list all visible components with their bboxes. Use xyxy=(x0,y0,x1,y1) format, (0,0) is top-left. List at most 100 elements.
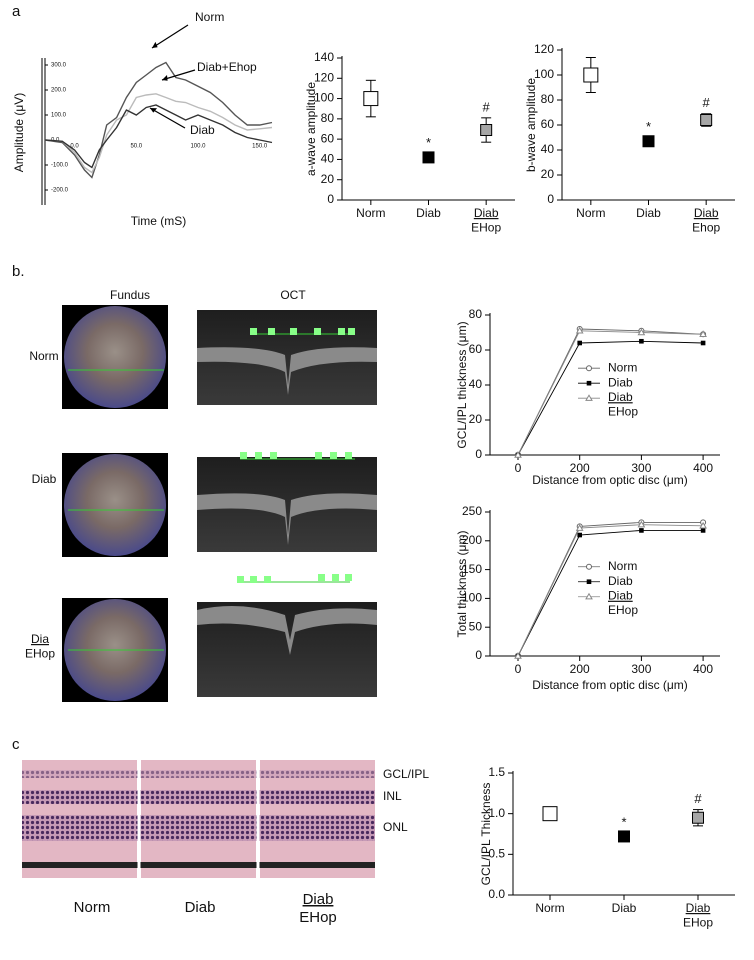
oct-band xyxy=(197,347,377,395)
legend-label: Norm xyxy=(608,360,637,374)
point xyxy=(514,450,522,458)
layer-label: GCL/IPL xyxy=(383,767,429,781)
column-header: Fundus xyxy=(110,288,150,302)
panel-labels: a b. c xyxy=(12,3,25,753)
x-tick-label: 0.0 xyxy=(70,144,79,150)
y-tick-label: 0 xyxy=(547,192,554,206)
y-tick-label: 100.0 xyxy=(51,113,67,119)
legend-marker xyxy=(585,394,593,401)
label-line: Diab xyxy=(608,390,633,404)
x-tick-label: Diab EHop xyxy=(471,206,501,234)
x-tick-label: Diab xyxy=(636,206,661,220)
y-tick-label: 80 xyxy=(469,307,483,321)
point xyxy=(700,340,706,346)
x-tick-label: 300 xyxy=(631,461,651,475)
significance: * xyxy=(646,119,651,134)
oct-band xyxy=(197,606,377,655)
legend-marker xyxy=(586,365,592,372)
x-tick-label: 200 xyxy=(570,662,590,676)
series-line xyxy=(44,61,273,179)
x-tick-label: Diab xyxy=(612,901,637,915)
image-labels: Fundus OCT Norm Diab Dia EHop xyxy=(25,288,306,660)
legend-label: Diab EHop xyxy=(608,390,638,418)
x-tick-label: 150.0 xyxy=(252,144,268,150)
histology-label: Diab xyxy=(185,899,216,916)
series-label: Diab+Ehop xyxy=(197,60,257,74)
chart: -200.0 -100.0 0.0 100.0 200.0 300.0 Amplitude … xyxy=(12,10,273,228)
legend-label: Diab xyxy=(608,574,633,588)
label-line: Diab xyxy=(686,901,711,915)
y-tick-label: -200.0 xyxy=(51,188,69,194)
chart: 0 20 40 60 80 100 120 b-wave amplitude Norm Diab *… xyxy=(524,42,735,235)
y-tick-label: 80 xyxy=(541,92,555,106)
y-tick-label: 1.5 xyxy=(488,765,505,779)
oct-markers xyxy=(237,328,355,583)
point xyxy=(577,340,582,346)
point xyxy=(542,806,558,822)
panel-label: b. xyxy=(12,263,25,280)
y-tick-label: 0 xyxy=(475,648,482,662)
label-line: Diab xyxy=(694,206,719,220)
row-label: Norm xyxy=(29,349,58,363)
x-tick-label: 300 xyxy=(631,662,651,676)
point xyxy=(699,521,707,529)
label-line: EHop xyxy=(608,603,638,617)
point xyxy=(422,151,435,164)
x-axis-label: Distance from optic disc (μm) xyxy=(532,678,688,692)
x-tick-label: Diab EHop xyxy=(683,901,713,929)
x-tick-label: 0 xyxy=(515,662,522,676)
x-axis-label: Distance from optic disc (μm) xyxy=(532,473,688,487)
row-label: Diab xyxy=(32,472,57,486)
x-tick-label: 0 xyxy=(515,461,522,475)
y-tick-label: 100 xyxy=(314,91,334,105)
row-label: Dia EHop xyxy=(25,632,55,660)
label-line: EHop xyxy=(25,647,55,661)
label-line: Ehop xyxy=(692,221,720,235)
x-tick-label: 200 xyxy=(570,461,590,475)
label-line: EHop xyxy=(608,405,638,419)
significance: # xyxy=(694,791,702,806)
legend-label: Norm xyxy=(608,559,637,573)
label-line: Dia xyxy=(31,632,49,646)
label-line: Diab xyxy=(608,589,633,603)
y-tick-label: 200 xyxy=(462,533,482,547)
significance: # xyxy=(703,95,711,110)
y-tick-label: 0.5 xyxy=(488,847,505,861)
significance: * xyxy=(426,135,431,150)
legend-label: Diab xyxy=(608,375,633,389)
y-axis-label: Total thickness (μm) xyxy=(455,531,469,638)
y-tick-label: 0 xyxy=(327,192,334,206)
y-tick-label: -100.0 xyxy=(51,163,69,169)
series-label: Norm xyxy=(195,10,224,24)
layer-label: INL xyxy=(383,789,402,803)
y-tick-label: 120 xyxy=(314,70,334,84)
significance: # xyxy=(483,99,491,114)
arrow-head xyxy=(152,41,158,48)
x-tick-label: Norm xyxy=(535,901,564,915)
point xyxy=(692,811,704,824)
point xyxy=(480,124,493,137)
y-tick-label: 60 xyxy=(541,117,555,131)
x-tick-label: Norm xyxy=(356,206,385,220)
arrow xyxy=(161,69,196,81)
label-line: EHop xyxy=(683,916,713,930)
y-tick-label: 100 xyxy=(462,591,482,605)
y-tick-label: 150 xyxy=(462,562,482,576)
point xyxy=(700,114,713,126)
legend-label: Diab EHop xyxy=(608,589,638,617)
fundus xyxy=(64,454,166,556)
arrow xyxy=(149,107,186,129)
point xyxy=(583,67,599,83)
series-line xyxy=(517,529,704,657)
chart: 0 20 40 60 80 100 120 140 a-wave amplitude Norm Di… xyxy=(304,50,515,235)
y-tick-label: 40 xyxy=(321,152,335,166)
chart: 0.0 0.5 1.0 1.5 GCL/IPL Thickness Norm Diab * Di… xyxy=(479,765,735,930)
label-line: EHop xyxy=(471,221,501,235)
x-axis-label: Time (mS) xyxy=(131,214,187,228)
y-tick-label: 300.0 xyxy=(51,63,67,69)
x-tick-label: 400 xyxy=(693,662,713,676)
legend-marker xyxy=(586,579,592,585)
oct-images xyxy=(197,310,377,697)
point xyxy=(575,326,584,334)
